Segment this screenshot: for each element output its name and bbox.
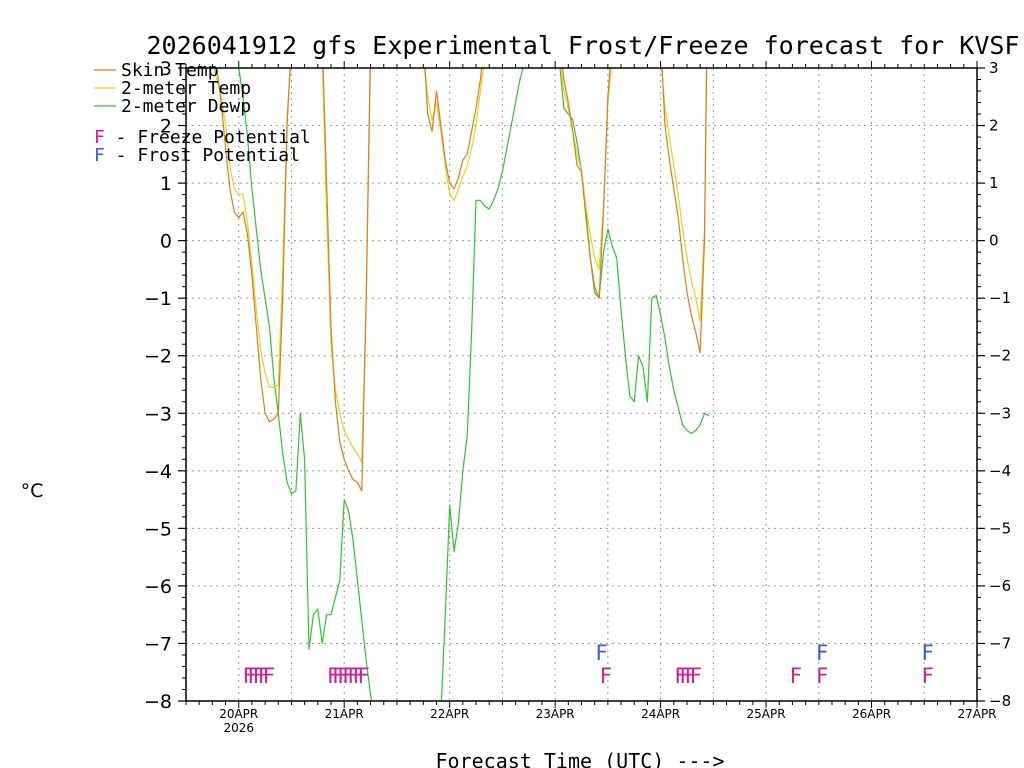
y-tick-label-left: −7 [144,633,172,655]
flag-layer: FFFFF FFFFFFF FFFF F F FFF F F [243,641,940,688]
freeze-potential-flag: F [816,664,827,688]
grid [186,68,977,701]
y-tick-label-left: −4 [144,461,172,483]
x-tick-label: 24APR [641,707,680,721]
axis-ticks [178,61,985,708]
x-tick-label: 20APR [219,707,258,721]
y-tick-label-right: −6 [989,577,1011,595]
legend-label: 2-meter Dewp [121,96,251,117]
y-tick-label-left: 3 [160,58,172,80]
y-tick-label-right: −5 [989,519,1011,537]
x-tick-label: 26APR [852,707,891,721]
y-tick-label-right: 2 [989,117,999,135]
freeze-potential-flag: FFFFF [243,664,274,688]
frost-potential-flag: F [596,641,607,665]
freeze-potential-flag: FFFFFFF [327,664,368,688]
freeze-potential-flag: F [790,664,801,688]
y-tick-label-right: −7 [989,634,1011,652]
legend-label: 2-meter Temp [121,78,251,99]
frost-potential-flag: F [816,641,827,665]
freeze-potential-flag: F [600,664,611,688]
y-tick-label-right: 1 [989,174,999,192]
series-line-skin-temp [216,68,708,492]
y-tick-label-right: −2 [989,347,1011,365]
x-tick-label: 23APR [536,707,575,721]
y-tick-label-right: −4 [989,462,1011,480]
legend-flag-entry: F - Freeze Potential [94,127,311,148]
y-tick-label-left: −3 [144,403,172,425]
x-tick-label: 22APR [430,707,469,721]
series-line-2-meter-temp [213,68,708,463]
legend-flag-entry: F - Frost Potential [94,145,300,166]
y-tick-label-left: 0 [160,231,172,253]
y-tick-label-right: −3 [989,404,1011,422]
freeze-potential-flag: F [922,664,933,688]
x-tick-label: 21APR [325,707,364,721]
series-line-2-meter-dewp [238,68,710,701]
chart-title: 2026041912 gfs Experimental Frost/Freeze… [147,31,1020,60]
y-tick-label-left: −6 [144,576,172,598]
legend-label: Skin Temp [121,60,219,81]
y-axis-labels-right: −8 −7 −6 −5 −4 −3 −2 −1 0 1 2 3 [989,59,1011,710]
y-tick-label-left: −8 [144,691,172,713]
x-tick-label: 27APR [957,707,996,721]
x-axis-title: Forecast Time (UTC) ---> [436,749,725,768]
y-tick-label-right: 0 [989,232,999,250]
x-tick-sublabel: 2026 [223,721,254,735]
y-tick-label-left: −1 [144,288,172,310]
y-tick-label-left: 2 [160,116,172,138]
y-tick-label-right: −1 [989,289,1011,307]
y-tick-label-left: −2 [144,346,172,368]
frost-potential-flag: F [922,641,933,665]
x-tick-label: 25APR [747,707,786,721]
freeze-potential-flag: FFFF [675,664,701,688]
y-tick-label-right: −8 [989,692,1011,710]
y-axis-labels-left: −8 −7 −6 −5 −4 −3 −2 −1 0 1 2 3 [144,58,172,713]
plot-frame [185,67,978,702]
y-tick-label-left: −5 [144,518,172,540]
y-tick-label-right: 3 [989,59,999,77]
y-tick-label-left: 1 [160,173,172,195]
y-axis-title: °C [21,480,44,502]
series-layer [213,68,710,701]
